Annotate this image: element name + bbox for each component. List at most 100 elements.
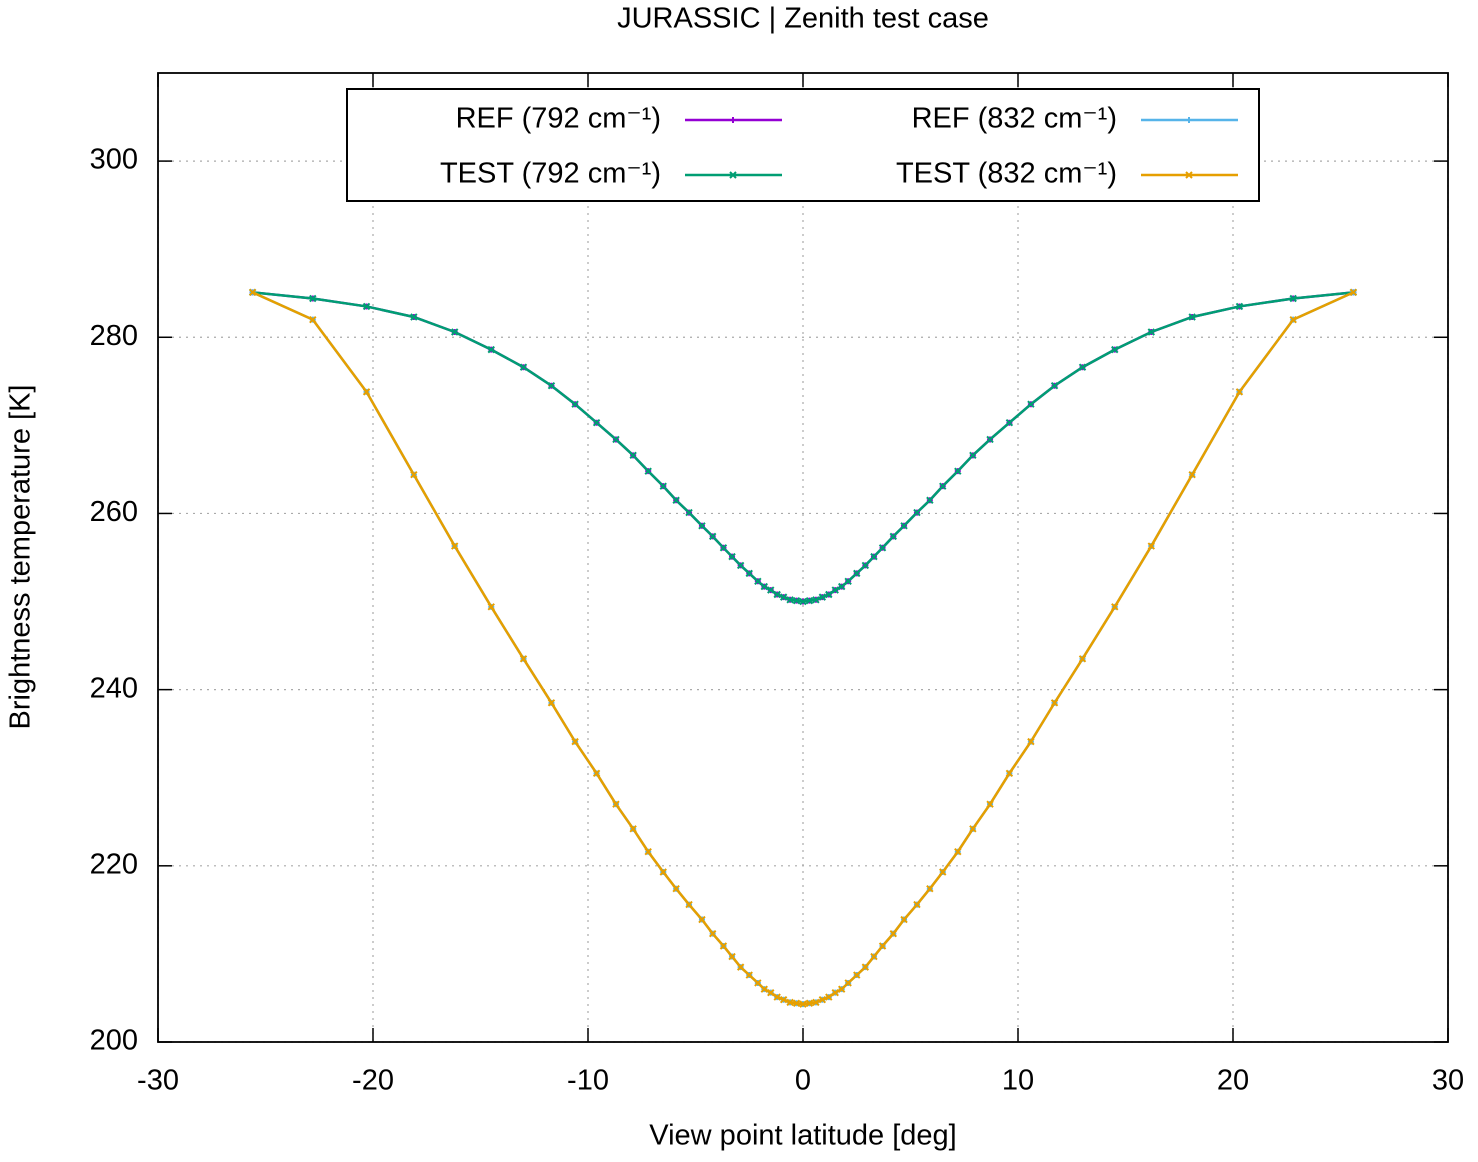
point-marker [1078, 363, 1087, 371]
point-marker [1005, 769, 1014, 778]
point-marker [837, 985, 846, 993]
point-marker [519, 363, 528, 371]
point-marker [248, 288, 257, 297]
x-axis-label: View point latitude [deg] [649, 1120, 956, 1152]
point-marker [685, 508, 693, 517]
point-marker [1050, 699, 1059, 707]
point-marker [736, 963, 745, 971]
point-marker [547, 382, 556, 390]
point-marker [1188, 313, 1196, 321]
point-marker [831, 586, 839, 594]
point-marker [592, 769, 601, 778]
legend-label: REF (792 cm⁻¹) [456, 103, 661, 135]
point-marker [799, 1000, 807, 1008]
x-tick-label: 30 [1432, 1065, 1464, 1097]
point-marker [939, 868, 947, 876]
point-marker [410, 470, 418, 479]
point-marker [1235, 388, 1244, 396]
point-marker [786, 998, 794, 1007]
point-marker [728, 952, 736, 961]
point-marker [831, 988, 839, 997]
point-marker [672, 885, 680, 893]
point-marker [969, 825, 977, 833]
point-marker [410, 313, 418, 321]
point-marker [487, 345, 495, 354]
point-marker [853, 971, 861, 979]
point-marker [698, 522, 706, 530]
point-marker [1289, 315, 1297, 324]
point-marker [612, 435, 620, 444]
legend-box [346, 88, 1260, 202]
point-marker [760, 582, 769, 591]
point-marker [309, 294, 317, 303]
y-tick-label: 280 [90, 320, 138, 352]
point-marker [986, 435, 994, 444]
point-marker [362, 388, 371, 396]
point-marker [1111, 345, 1119, 354]
point-marker [1027, 737, 1035, 746]
y-tick-label: 220 [90, 848, 138, 880]
point-marker [1188, 470, 1196, 479]
y-axis-label: Brightness temperature [K] [5, 385, 37, 730]
legend: REF (792 cm⁻¹) REF (832 cm⁻¹) TEST (792 cm… [346, 88, 1260, 202]
y-tick-label: 240 [90, 672, 138, 704]
point-marker [719, 544, 728, 552]
legend-marker [729, 171, 737, 179]
point-marker [767, 586, 775, 594]
point-marker [659, 868, 667, 876]
point-marker [844, 577, 852, 585]
x-tick-label: -10 [567, 1065, 609, 1097]
point-marker [773, 993, 781, 1001]
point-marker [779, 996, 788, 1004]
point-marker [1235, 302, 1244, 311]
point-marker [779, 593, 788, 601]
point-marker [870, 952, 878, 961]
point-marker [487, 603, 495, 611]
point-marker [672, 496, 680, 504]
x-tick-label: 10 [1002, 1065, 1034, 1097]
point-marker [926, 885, 934, 893]
x-tick-label: -30 [137, 1065, 179, 1097]
point-marker [547, 699, 556, 707]
point-marker [644, 467, 652, 475]
point-marker [1050, 382, 1059, 390]
point-marker [728, 552, 736, 561]
point-marker [612, 800, 620, 808]
point-marker [926, 496, 934, 504]
point-marker [362, 302, 371, 311]
point-marker [853, 569, 861, 578]
point-marker [792, 999, 801, 1007]
point-marker [685, 900, 693, 909]
legend-marker [1185, 171, 1193, 179]
point-marker [870, 552, 878, 561]
point-marker [878, 544, 887, 552]
point-marker [913, 508, 921, 517]
point-marker [1027, 400, 1035, 408]
point-marker [450, 542, 459, 550]
point-marker [861, 561, 870, 570]
point-marker [889, 929, 898, 938]
series-line [252, 291, 1354, 603]
legend-label: TEST (792 cm⁻¹) [440, 158, 661, 190]
y-tick-label: 300 [90, 144, 138, 176]
point-marker [913, 900, 921, 909]
point-marker [889, 532, 898, 541]
x-tick-label: -20 [352, 1065, 394, 1097]
point-marker [969, 451, 977, 460]
point-marker [592, 419, 601, 427]
y-tick-label: 260 [90, 496, 138, 528]
legend-label: TEST (832 cm⁻¹) [896, 158, 1117, 190]
point-marker [1349, 288, 1358, 297]
point-marker [1078, 655, 1087, 663]
series-line [252, 291, 1354, 603]
point-marker [719, 942, 728, 950]
point-marker [767, 988, 775, 997]
point-marker [629, 825, 637, 833]
point-marker [954, 848, 962, 856]
legend-marker [1186, 117, 1192, 123]
point-marker [519, 655, 528, 663]
legend-label: REF (832 cm⁻¹) [912, 103, 1117, 135]
point-marker [1005, 419, 1014, 427]
point-marker [1147, 328, 1156, 336]
point-marker [792, 596, 801, 605]
